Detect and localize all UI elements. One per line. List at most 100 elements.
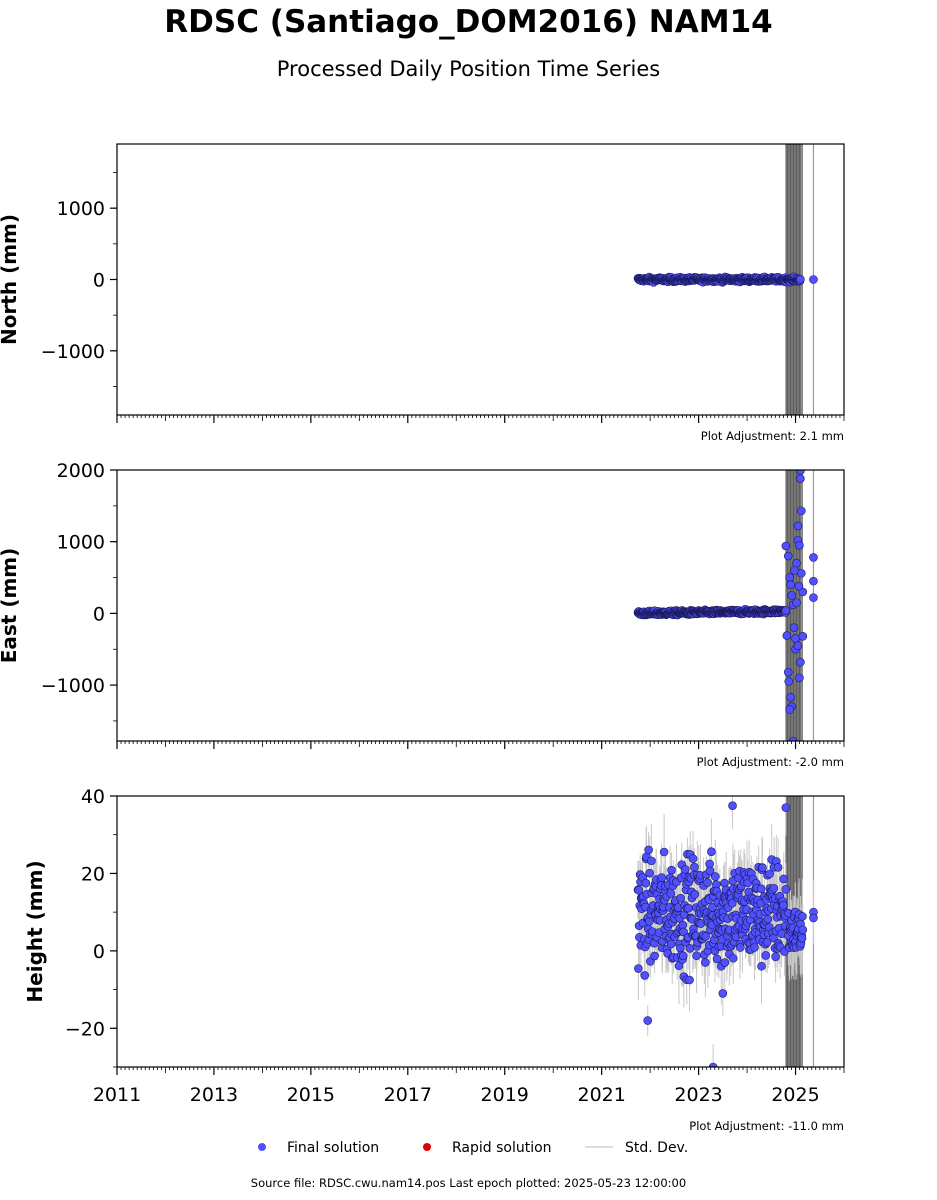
data-point bbox=[781, 803, 791, 812]
data-point bbox=[761, 951, 771, 960]
data-point bbox=[781, 885, 791, 894]
data-point bbox=[684, 903, 693, 913]
data-point bbox=[796, 474, 805, 483]
plot-adjustment-note: Plot Adjustment: -11.0 mm bbox=[689, 1119, 844, 1133]
data-point bbox=[708, 1062, 718, 1067]
data-point bbox=[666, 889, 676, 898]
data-point bbox=[771, 952, 780, 961]
data-point bbox=[690, 862, 699, 872]
data-point bbox=[809, 275, 818, 284]
data-point bbox=[645, 917, 654, 926]
data-point bbox=[680, 865, 690, 874]
data-point bbox=[790, 566, 799, 575]
data-point bbox=[798, 925, 808, 935]
data-point bbox=[640, 971, 650, 980]
data-point bbox=[809, 576, 818, 586]
data-point bbox=[796, 657, 805, 667]
x-tick-label: 2021 bbox=[577, 1084, 625, 1106]
y-axis-label: East (mm) bbox=[0, 548, 21, 664]
data-point bbox=[785, 705, 795, 714]
data-point bbox=[685, 944, 695, 953]
data-point bbox=[718, 989, 728, 998]
data-point bbox=[705, 866, 715, 876]
data-point bbox=[773, 863, 783, 872]
y-tick-label: −1000 bbox=[41, 341, 105, 363]
data-point bbox=[788, 736, 798, 741]
y-tick-label: 0 bbox=[93, 270, 105, 292]
data-point bbox=[792, 558, 801, 568]
data-point bbox=[728, 801, 737, 810]
data-point bbox=[692, 951, 701, 961]
data-point bbox=[762, 937, 772, 947]
data-point bbox=[688, 854, 698, 863]
data-point bbox=[791, 634, 800, 643]
data-point bbox=[796, 470, 805, 476]
data-point bbox=[786, 580, 795, 590]
panel-height: −20 0 20 40 Height (mm) 2011 2013 2015 2017 2019 2… bbox=[23, 786, 845, 1133]
data-point bbox=[647, 856, 656, 866]
data-point bbox=[634, 964, 643, 973]
panel-east: −1000 0 1000 2000 East (mm) Plot Adjustment: … bbox=[0, 460, 845, 769]
y-tick-label: −1000 bbox=[41, 675, 105, 697]
plot-content bbox=[633, 796, 818, 1067]
data-point bbox=[712, 954, 722, 964]
legend-label: Std. Dev. bbox=[625, 1140, 688, 1156]
data-point bbox=[793, 641, 803, 650]
data-point bbox=[650, 951, 659, 961]
data-point bbox=[779, 874, 789, 884]
legend: Final solution Rapid solution Std. Dev. bbox=[258, 1140, 688, 1156]
x-tick-label: 2025 bbox=[771, 1084, 819, 1106]
data-point bbox=[796, 275, 805, 284]
data-point bbox=[795, 540, 804, 550]
data-point bbox=[641, 878, 651, 888]
data-point bbox=[736, 943, 745, 952]
data-point bbox=[757, 961, 766, 971]
data-point bbox=[703, 878, 712, 887]
data-point bbox=[809, 553, 818, 562]
x-tick-label: 2023 bbox=[674, 1084, 722, 1106]
data-point bbox=[793, 521, 803, 531]
data-point bbox=[789, 623, 799, 633]
data-point bbox=[765, 869, 774, 879]
y-tick-label: 20 bbox=[81, 863, 105, 885]
data-point bbox=[786, 692, 795, 702]
data-point bbox=[809, 913, 818, 923]
data-point bbox=[728, 953, 738, 963]
data-point bbox=[797, 933, 807, 943]
data-point bbox=[795, 673, 804, 683]
y-tick-label: 0 bbox=[93, 603, 105, 625]
data-point bbox=[785, 573, 795, 582]
data-point bbox=[763, 914, 773, 924]
data-point bbox=[779, 900, 788, 910]
data-point bbox=[690, 890, 700, 899]
x-tick-label: 2011 bbox=[93, 1084, 141, 1106]
legend-label: Final solution bbox=[287, 1140, 379, 1156]
y-tick-label: 2000 bbox=[57, 460, 105, 482]
data-point bbox=[787, 591, 796, 600]
data-point bbox=[710, 872, 720, 881]
data-point bbox=[676, 893, 686, 903]
data-point bbox=[644, 845, 653, 855]
plot-adjustment-note: Plot Adjustment: -2.0 mm bbox=[697, 755, 844, 769]
x-tick-label: 2013 bbox=[190, 1084, 238, 1106]
y-tick-label: −20 bbox=[65, 1018, 105, 1040]
legend-final-marker bbox=[258, 1143, 266, 1151]
data-point bbox=[794, 581, 804, 591]
y-tick-label: 1000 bbox=[57, 198, 105, 220]
data-point bbox=[685, 975, 694, 985]
data-point bbox=[750, 943, 759, 952]
data-point bbox=[782, 631, 792, 640]
data-point bbox=[657, 873, 666, 882]
data-point bbox=[797, 506, 806, 516]
data-point bbox=[679, 927, 688, 937]
data-point bbox=[758, 863, 767, 873]
data-point bbox=[798, 632, 808, 641]
x-tick-label: 2015 bbox=[287, 1084, 335, 1106]
plot-adjustment-note: Plot Adjustment: 2.1 mm bbox=[701, 429, 844, 443]
y-tick-label: 40 bbox=[81, 786, 105, 808]
data-point bbox=[707, 847, 716, 856]
data-point bbox=[783, 551, 793, 561]
y-axis-label: Height (mm) bbox=[23, 860, 47, 1002]
